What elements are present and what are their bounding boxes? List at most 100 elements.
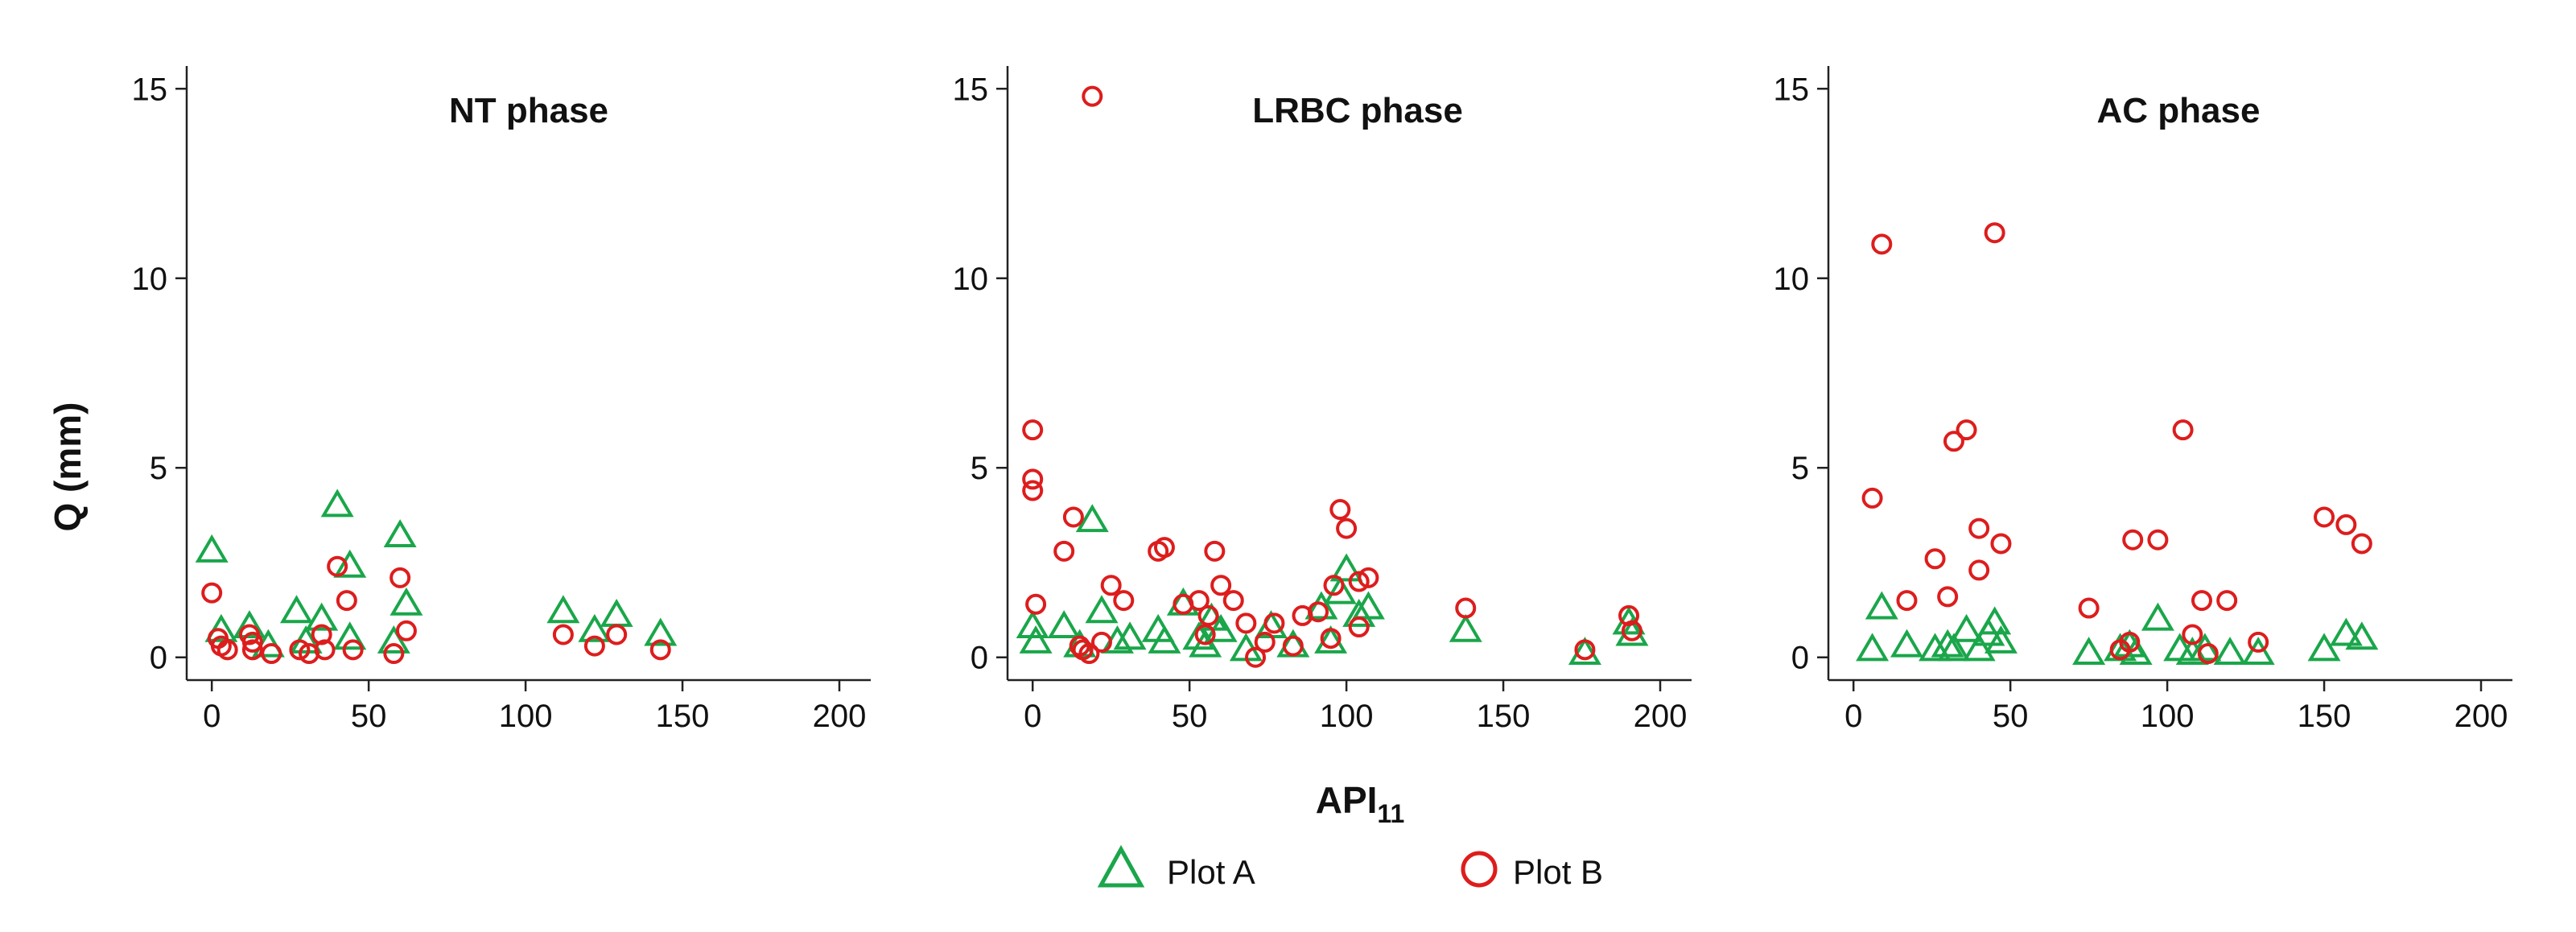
point-plot-b-ac <box>2335 513 2357 535</box>
x-tick-label-lrbc: 0 <box>1024 699 1041 734</box>
point-plot-a-ac <box>1931 629 1964 658</box>
point-plot-a-ac <box>1890 629 1923 658</box>
panel-title-lrbc: LRBC phase <box>1252 91 1463 130</box>
x-tick-label-nt: 200 <box>813 699 867 734</box>
point-plot-b-lrbc <box>1235 612 1257 634</box>
point-plot-b-nt <box>289 639 311 661</box>
point-plot-b-ac <box>2119 631 2141 653</box>
point-plot-b-ac <box>1937 586 1959 608</box>
point-plot-b-ac <box>1896 590 1918 612</box>
point-plot-a-ac <box>1865 591 1898 620</box>
point-plot-b-lrbc <box>1194 624 1216 645</box>
point-plot-b-nt <box>327 555 348 577</box>
point-plot-a-nt <box>389 587 423 616</box>
point-plot-a-lrbc <box>1351 591 1385 620</box>
point-plot-b-lrbc <box>1022 468 1044 490</box>
point-plot-b-ac <box>2191 590 2212 612</box>
point-plot-a-nt <box>333 621 367 650</box>
point-plot-b-lrbc <box>1082 85 1103 107</box>
x-tick-label-lrbc: 100 <box>1320 699 1374 734</box>
point-plot-a-lrbc <box>1449 613 1482 642</box>
point-plot-a-nt <box>377 625 410 654</box>
point-plot-b-lrbc <box>1245 646 1267 668</box>
point-plot-b-nt <box>241 639 263 661</box>
point-plot-a-ac <box>2213 637 2247 666</box>
x-tick-label-nt: 50 <box>351 699 387 734</box>
point-plot-b-lrbc <box>1153 537 1175 559</box>
x-axis-title: API11 <box>1316 779 1405 828</box>
point-plot-a-lrbc <box>1323 575 1357 604</box>
point-plot-b-ac <box>1968 559 1990 581</box>
point-plot-a-ac <box>1937 633 1971 662</box>
point-plot-a-ac <box>1978 606 2012 635</box>
point-plot-a-ac <box>1856 633 1890 662</box>
x-axis-title-main: API <box>1316 779 1378 821</box>
point-plot-a-ac <box>2072 637 2106 666</box>
y-tick-label-ac: 5 <box>1791 451 1809 486</box>
point-plot-b-nt <box>311 624 332 645</box>
point-plot-a-lrbc <box>1342 598 1376 627</box>
point-plot-a-ac <box>2345 621 2379 650</box>
point-plot-b-nt <box>552 624 574 645</box>
point-plot-b-lrbc <box>1348 571 1370 592</box>
legend: Plot A Plot B <box>1097 844 1603 891</box>
x-tick-label-ac: 200 <box>2454 699 2508 734</box>
point-plot-b-lrbc <box>1574 639 1596 661</box>
point-plot-a-nt <box>233 610 266 639</box>
point-plot-b-lrbc <box>1188 590 1210 612</box>
point-plot-b-ac <box>2078 597 2100 619</box>
y-tick-label-ac: 0 <box>1791 641 1809 676</box>
point-plot-b-ac <box>2147 529 2169 551</box>
point-plot-b-ac <box>1871 233 1893 255</box>
point-plot-b-lrbc <box>1282 635 1304 657</box>
point-plot-a-lrbc <box>1113 621 1147 650</box>
y-tick-label-lrbc: 10 <box>953 262 989 297</box>
point-plot-b-ac <box>2182 624 2203 645</box>
point-plot-b-lrbc <box>1222 590 1244 612</box>
point-plot-b-ac <box>1943 431 1964 452</box>
point-plot-b-lrbc <box>1329 499 1351 521</box>
point-plot-b-lrbc <box>1197 604 1219 626</box>
x-tick-label-ac: 150 <box>2298 699 2351 734</box>
point-plot-b-lrbc <box>1254 631 1276 653</box>
point-plot-a-ac <box>1962 633 1996 662</box>
x-tick-label-ac: 100 <box>2141 699 2195 734</box>
x-tick-label-lrbc: 200 <box>1634 699 1688 734</box>
point-plot-b-lrbc <box>1113 590 1135 612</box>
point-plot-a-lrbc <box>1189 629 1222 658</box>
panel-title-nt: NT phase <box>449 91 608 130</box>
point-plot-b-lrbc <box>1263 612 1285 634</box>
point-plot-a-lrbc <box>1568 637 1601 666</box>
point-plot-b-nt <box>201 582 223 604</box>
point-plot-b-lrbc <box>1204 540 1226 562</box>
point-plot-b-ac <box>2248 631 2269 653</box>
point-plot-a-ac <box>1984 625 2018 654</box>
point-plot-b-nt <box>216 639 238 661</box>
point-plot-b-lrbc <box>1621 620 1642 641</box>
y-tick-label-lrbc: 5 <box>971 451 988 486</box>
point-plot-b-ac <box>2122 529 2144 551</box>
point-plot-a-lrbc <box>1075 504 1109 533</box>
point-plot-a-lrbc <box>1304 591 1338 620</box>
y-tick-label-nt: 15 <box>132 72 168 107</box>
y-tick-label-nt: 10 <box>132 262 168 297</box>
point-plot-b-nt <box>314 639 336 661</box>
point-plot-b-ac <box>1984 222 2005 244</box>
point-plot-b-lrbc <box>1323 575 1345 596</box>
point-plot-a-lrbc <box>1148 625 1181 654</box>
point-plot-a-nt <box>305 602 339 631</box>
point-plot-b-ac <box>1924 548 1946 570</box>
point-plot-b-lrbc <box>1210 575 1232 596</box>
point-plot-a-lrbc <box>1204 613 1238 642</box>
y-tick-label-ac: 10 <box>1774 262 1810 297</box>
point-plot-b-lrbc <box>1022 419 1044 441</box>
point-plot-b-ac <box>1861 487 1883 509</box>
point-plot-a-nt <box>195 534 229 563</box>
point-plot-b-lrbc <box>1090 631 1112 653</box>
point-plot-a-nt <box>333 549 367 578</box>
x-tick-label-ac: 50 <box>1993 699 2029 734</box>
point-plot-b-nt <box>383 643 405 665</box>
